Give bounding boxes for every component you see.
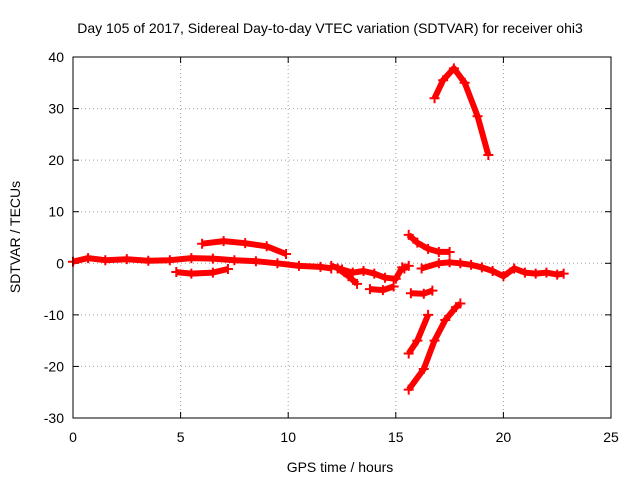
data-point bbox=[418, 364, 429, 375]
data-point bbox=[83, 253, 94, 264]
data-point bbox=[377, 285, 388, 296]
data-point bbox=[250, 256, 261, 267]
data-point bbox=[541, 267, 552, 278]
data-point bbox=[412, 237, 423, 248]
x-tick-label: 5 bbox=[177, 429, 185, 445]
data-point bbox=[433, 246, 444, 257]
data-point bbox=[472, 111, 483, 122]
x-tick-label: 20 bbox=[496, 429, 512, 445]
data-point bbox=[229, 255, 240, 266]
x-tick-labels: 0 5 10 15 20 25 bbox=[69, 429, 619, 445]
data-point bbox=[423, 243, 434, 254]
data-point bbox=[403, 229, 414, 240]
series-13-trace bbox=[431, 65, 492, 156]
data-point bbox=[403, 384, 414, 395]
data-point bbox=[483, 149, 494, 160]
data-point bbox=[332, 263, 343, 274]
data-point bbox=[418, 288, 429, 299]
data-point bbox=[440, 315, 451, 326]
series-11-trace bbox=[406, 313, 431, 356]
data-point bbox=[427, 285, 438, 296]
x-tick-label: 25 bbox=[603, 429, 619, 445]
data-point bbox=[388, 281, 399, 292]
data-point bbox=[186, 253, 197, 264]
chart-title: Day 105 of 2017, Sidereal Day-to-day VTE… bbox=[77, 20, 583, 36]
data-point bbox=[164, 255, 175, 266]
data-point bbox=[552, 269, 563, 280]
y-tick-label: -10 bbox=[44, 307, 64, 323]
data-point bbox=[429, 93, 440, 104]
data-point bbox=[143, 255, 154, 266]
x-tick-label: 0 bbox=[69, 429, 77, 445]
data-point bbox=[433, 258, 444, 269]
data-point bbox=[364, 284, 375, 295]
data-point bbox=[171, 267, 182, 278]
data-point bbox=[423, 309, 434, 320]
data-point bbox=[272, 258, 283, 269]
data-point bbox=[186, 268, 197, 279]
data-point bbox=[448, 63, 459, 74]
data-point bbox=[455, 258, 466, 269]
data-point bbox=[403, 348, 414, 359]
x-tick-label: 10 bbox=[280, 429, 296, 445]
y-tick-label: 20 bbox=[48, 152, 64, 168]
x-axis-label: GPS time / hours bbox=[287, 459, 394, 475]
y-tick-label: 40 bbox=[48, 49, 64, 65]
data-point bbox=[315, 261, 326, 272]
data-point bbox=[487, 266, 498, 277]
data-point bbox=[197, 238, 208, 249]
y-tick-label: -20 bbox=[44, 358, 64, 374]
x-tick-label: 15 bbox=[388, 429, 404, 445]
grid-lines bbox=[73, 57, 611, 418]
data-point bbox=[326, 260, 337, 271]
series-layer bbox=[68, 63, 569, 395]
data-point bbox=[343, 271, 354, 282]
data-point bbox=[444, 257, 455, 268]
data-point bbox=[100, 255, 111, 266]
data-point bbox=[121, 254, 132, 265]
axis-ticks bbox=[72, 56, 612, 419]
data-point bbox=[459, 77, 470, 88]
data-point bbox=[438, 75, 449, 86]
data-point bbox=[369, 268, 380, 279]
data-point bbox=[207, 267, 218, 278]
y-axis-label: SDTVAR / TECUs bbox=[7, 181, 23, 293]
data-point bbox=[405, 288, 416, 299]
data-point bbox=[466, 259, 477, 270]
data-point bbox=[509, 263, 520, 274]
series-2-trace bbox=[176, 266, 229, 277]
y-tick-label: 0 bbox=[56, 255, 64, 271]
data-point bbox=[558, 268, 569, 279]
data-point bbox=[293, 260, 304, 271]
data-point bbox=[412, 335, 423, 346]
series-1-trace bbox=[72, 255, 332, 272]
data-point bbox=[476, 262, 487, 273]
data-point bbox=[530, 268, 541, 279]
data-point bbox=[416, 263, 427, 274]
data-point bbox=[358, 266, 369, 277]
data-point bbox=[218, 236, 229, 247]
data-point bbox=[222, 263, 233, 274]
data-point bbox=[429, 335, 440, 346]
data-point bbox=[281, 249, 292, 260]
data-point bbox=[380, 272, 391, 283]
data-point bbox=[444, 246, 455, 257]
data-point bbox=[390, 273, 401, 284]
data-point bbox=[261, 241, 272, 252]
y-tick-label: -30 bbox=[44, 410, 64, 426]
data-point bbox=[455, 298, 466, 309]
y-tick-label: 10 bbox=[48, 204, 64, 220]
y-tick-label: 30 bbox=[48, 101, 64, 117]
data-point bbox=[240, 238, 251, 249]
plot-frame bbox=[72, 56, 612, 419]
data-point bbox=[352, 278, 363, 289]
y-tick-labels: -30 -20 -10 0 10 20 30 40 bbox=[44, 49, 64, 426]
data-point bbox=[403, 260, 414, 271]
data-point bbox=[519, 267, 530, 278]
data-point bbox=[207, 253, 218, 264]
data-point bbox=[498, 271, 509, 282]
